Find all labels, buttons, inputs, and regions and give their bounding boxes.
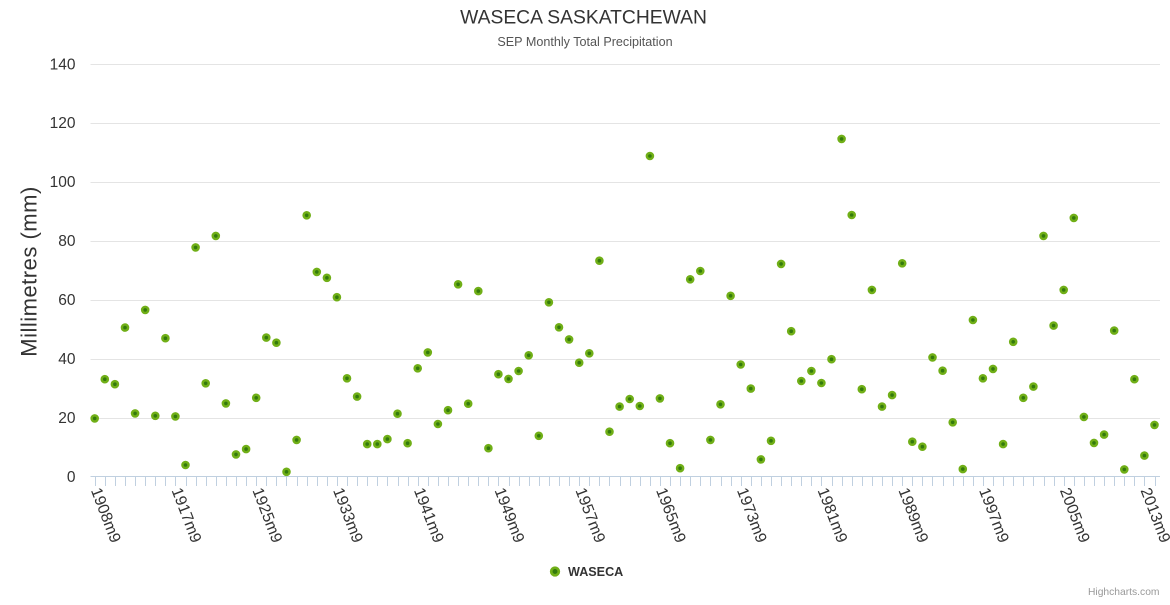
svg-text:Millimetres (mm): Millimetres (mm): [16, 186, 41, 357]
svg-text:WASECA SASKATCHEWAN: WASECA SASKATCHEWAN: [460, 8, 707, 29]
svg-text:40: 40: [58, 351, 76, 368]
svg-text:60: 60: [58, 292, 76, 309]
svg-text:WASECA: WASECA: [568, 565, 623, 579]
svg-text:0: 0: [67, 469, 76, 486]
svg-text:SEP Monthly Total Precipitatio: SEP Monthly Total Precipitation: [497, 35, 672, 49]
svg-text:120: 120: [50, 115, 76, 132]
svg-text:80: 80: [58, 233, 76, 250]
svg-text:100: 100: [50, 174, 76, 191]
svg-text:Highcharts.com: Highcharts.com: [1088, 587, 1160, 598]
svg-text:20: 20: [58, 410, 76, 427]
svg-text:140: 140: [50, 56, 76, 73]
